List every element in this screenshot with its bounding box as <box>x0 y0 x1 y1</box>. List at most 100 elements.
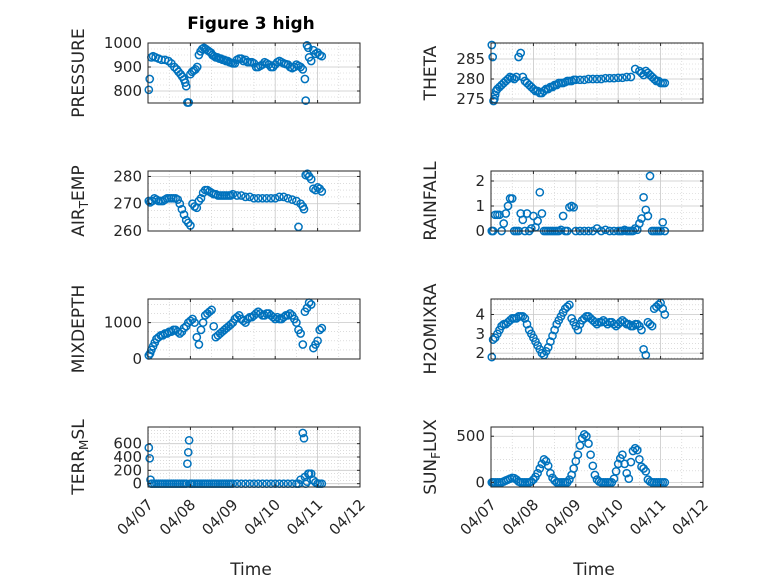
data-point <box>569 202 579 212</box>
data-point <box>537 209 547 218</box>
data-point <box>270 314 280 324</box>
data-point <box>236 54 246 63</box>
data-point <box>184 435 194 445</box>
x-tick-label: 04/10 <box>584 496 627 539</box>
data-point <box>145 453 155 463</box>
data-point <box>183 459 192 469</box>
y-axis-label-tail: EMP <box>69 165 89 201</box>
data-point <box>279 312 289 322</box>
y-axis-label-main: H2OMIXRA <box>421 283 441 374</box>
data-point <box>637 68 646 78</box>
y-tick-label: 270 <box>113 195 142 213</box>
y-tick-label: 1000 <box>104 314 142 332</box>
data-point <box>618 450 627 460</box>
data-point <box>543 84 553 94</box>
data-point <box>622 72 632 82</box>
data-point <box>603 319 612 329</box>
data-point <box>529 211 538 221</box>
y-axis-label-main: PRESSURE <box>69 28 89 117</box>
data-point <box>179 210 189 219</box>
data-point <box>173 195 183 204</box>
y-axis-label-subscript: F <box>429 452 443 459</box>
y-axis-label-main: RAINFALL <box>421 161 441 241</box>
data-point <box>313 336 322 346</box>
data-point <box>497 321 506 331</box>
data-point <box>183 447 193 457</box>
data-point <box>317 51 327 61</box>
x-tick-label: 04/12 <box>669 496 712 539</box>
y-axis-label-main: THETA <box>421 45 441 101</box>
data-point <box>303 43 313 53</box>
data-point <box>632 445 642 455</box>
data-point <box>579 75 589 85</box>
data-point <box>179 323 189 333</box>
data-point <box>660 78 670 88</box>
axes-box <box>490 170 704 232</box>
data-point <box>613 459 623 469</box>
y-tick-label: 280 <box>113 167 142 185</box>
y-axis-label: SUNFLUX <box>421 419 443 495</box>
x-tick-label: 04/11 <box>283 496 326 539</box>
data-point <box>287 195 297 204</box>
data-point <box>601 317 610 327</box>
y-tick-label: 285 <box>456 50 485 68</box>
y-tick-label: 800 <box>113 82 142 100</box>
data-point <box>272 312 282 322</box>
x-tick-label: 04/09 <box>198 496 241 539</box>
data-point <box>620 317 629 327</box>
data-point <box>306 56 316 66</box>
y-axis-label: THETA <box>421 45 441 101</box>
figure-title: Figure 3 high <box>187 14 315 34</box>
data-point <box>575 441 585 450</box>
data-point <box>529 84 538 94</box>
y-axis-label-tail: SL <box>69 419 89 440</box>
data-point <box>258 60 267 69</box>
data-point <box>584 74 593 84</box>
data-point <box>166 327 176 337</box>
data-point <box>643 211 653 221</box>
y-tick-label: 0 <box>132 350 142 368</box>
data-point <box>512 72 521 82</box>
y-tick-label: 1 <box>475 197 485 215</box>
data-point <box>635 219 644 228</box>
subplot-4: 0 1 2 RAINFALL <box>421 161 704 241</box>
x-tick-label: 04/08 <box>499 496 542 539</box>
data-point <box>588 74 598 84</box>
data-point <box>296 62 305 72</box>
data-point <box>298 340 308 349</box>
data-point <box>539 454 549 464</box>
data-point <box>194 340 204 349</box>
data-point <box>488 52 498 62</box>
data-point <box>260 311 269 320</box>
x-tick-label: 04/10 <box>241 496 284 539</box>
data-point <box>660 310 670 319</box>
data-point <box>236 191 246 200</box>
data-point <box>562 302 572 312</box>
data-point <box>588 461 598 471</box>
data-point <box>315 325 325 335</box>
data-point <box>592 74 602 84</box>
data-point <box>626 457 636 467</box>
data-point <box>546 468 555 478</box>
y-tick-label: 0 <box>475 222 485 240</box>
y-tick-label: 500 <box>456 427 485 445</box>
axes-box <box>147 170 361 232</box>
data-point <box>516 48 526 58</box>
data-point <box>535 187 545 197</box>
subplot-3: 260 270 280 AIRTEMP <box>69 165 361 240</box>
data-point <box>487 40 497 50</box>
y-axis-label: MIXDEPTH <box>69 285 89 374</box>
data-point <box>571 75 581 85</box>
y-tick-label: 200 <box>113 461 142 479</box>
data-point <box>241 192 250 202</box>
y-tick-label: 600 <box>113 435 142 453</box>
data-point <box>175 199 185 209</box>
x-tick-label: 04/07 <box>114 496 157 539</box>
data-point <box>232 191 242 200</box>
data-point <box>296 329 305 338</box>
y-axis-label-main: AIR <box>69 208 89 237</box>
y-tick-label: 400 <box>113 448 142 466</box>
data-point <box>249 193 259 203</box>
data-point <box>628 321 638 331</box>
